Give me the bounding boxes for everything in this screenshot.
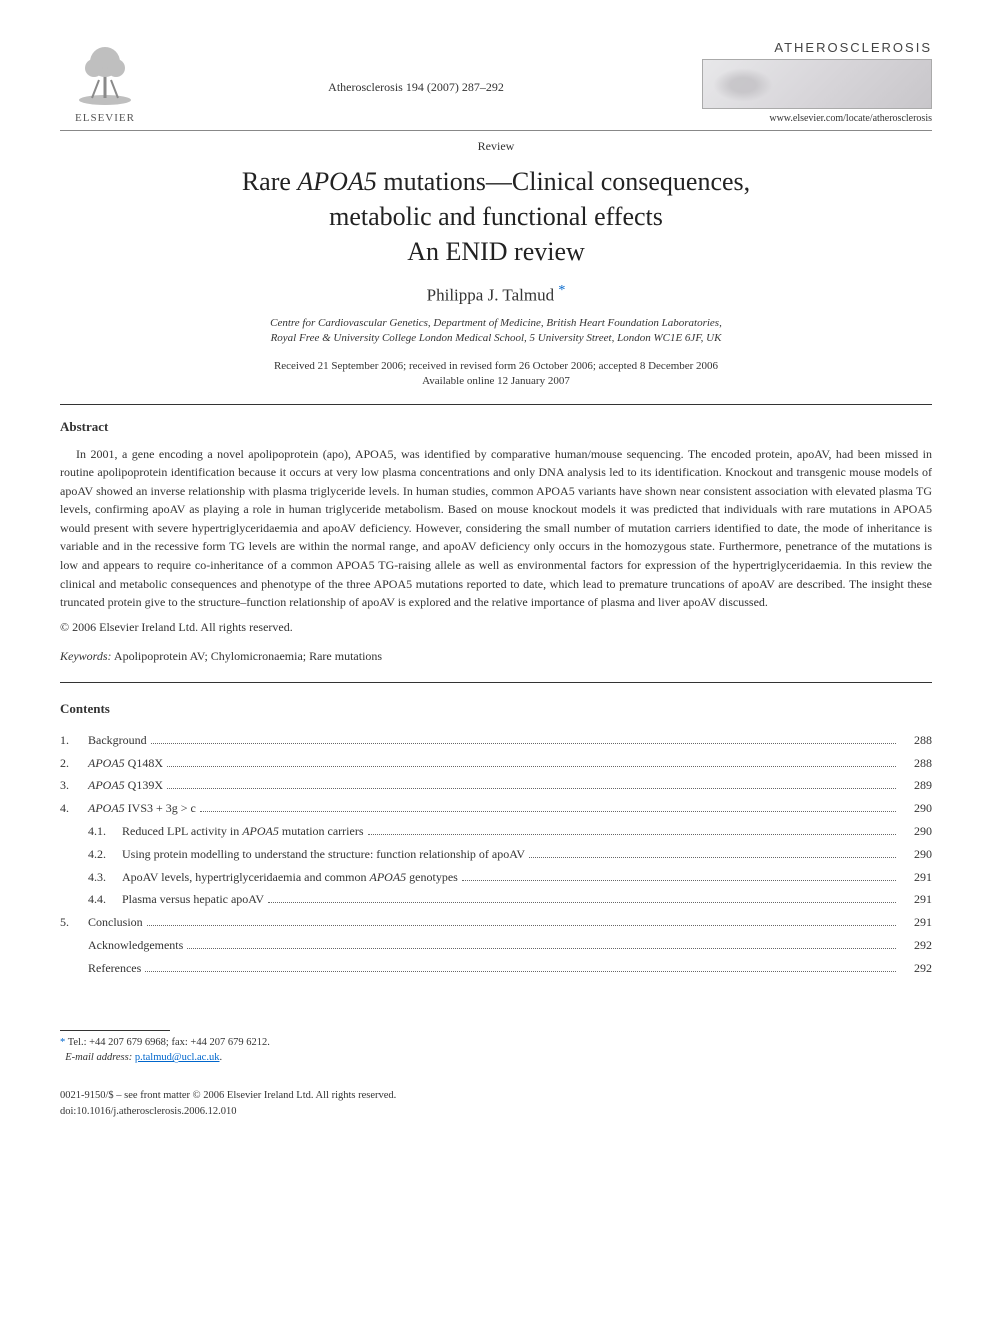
table-of-contents: 1.Background2882.APOA5 Q148X2883.APOA5 Q… (60, 729, 932, 980)
journal-block: ATHEROSCLEROSIS www.elsevier.com/locate/… (682, 40, 932, 124)
toc-row[interactable]: 2.APOA5 Q148X 288 (60, 752, 932, 775)
toc-row[interactable]: 4.3.ApoAV levels, hypertriglyceridaemia … (60, 866, 932, 889)
elsevier-tree-icon (70, 40, 140, 110)
doi-line: doi:10.1016/j.atherosclerosis.2006.12.01… (60, 1104, 932, 1120)
toc-number: 4. (60, 797, 88, 820)
corresponding-footnote: * Tel.: +44 207 679 6968; fax: +44 207 6… (60, 1035, 932, 1067)
toc-label: References (88, 957, 141, 980)
keywords-label: Keywords: (60, 649, 112, 663)
toc-label: Background (88, 729, 147, 752)
toc-page: 290 (900, 820, 932, 843)
toc-number: 5. (60, 911, 88, 934)
keywords-text: Apolipoprotein AV; Chylomicronaemia; Rar… (114, 649, 382, 663)
toc-row[interactable]: 4.1.Reduced LPL activity in APOA5 mutati… (60, 820, 932, 843)
toc-page: 291 (900, 888, 932, 911)
toc-row[interactable]: 4.APOA5 IVS3 + 3g > c 290 (60, 797, 932, 820)
toc-row[interactable]: 5.Conclusion 291 (60, 911, 932, 934)
toc-leader-dots (167, 788, 896, 789)
toc-label: Conclusion (88, 911, 143, 934)
toc-leader-dots (368, 834, 897, 835)
toc-number: 4.4. (88, 888, 122, 911)
title-line1: Rare APOA5 mutations—Clinical consequenc… (242, 167, 750, 196)
author-email-link[interactable]: p.talmud@ucl.ac.uk (135, 1052, 220, 1063)
toc-page: 292 (900, 934, 932, 957)
article-dates: Received 21 September 2006; received in … (60, 359, 932, 390)
toc-label: APOA5 Q139X (88, 774, 163, 797)
toc-page: 292 (900, 957, 932, 980)
toc-label: APOA5 Q148X (88, 752, 163, 775)
toc-leader-dots (145, 971, 896, 972)
toc-row[interactable]: References 292 (60, 957, 932, 980)
toc-row[interactable]: 4.2.Using protein modelling to understan… (60, 843, 932, 866)
toc-number: 2. (60, 752, 88, 775)
toc-leader-dots (167, 766, 896, 767)
contents-heading: Contents (60, 701, 932, 717)
toc-leader-dots (151, 743, 896, 744)
email-label: E-mail address: (65, 1052, 132, 1063)
toc-number: 3. (60, 774, 88, 797)
title-line2: metabolic and functional effects (329, 202, 663, 231)
toc-label: ApoAV levels, hypertriglyceridaemia and … (122, 866, 458, 889)
publisher-logo: ELSEVIER (60, 40, 150, 124)
article-title: Rare APOA5 mutations—Clinical consequenc… (60, 164, 932, 269)
toc-leader-dots (147, 925, 896, 926)
footnote-rule (60, 1030, 170, 1031)
abstract-top-rule (60, 404, 932, 405)
toc-row[interactable]: Acknowledgements 292 (60, 934, 932, 957)
toc-page: 291 (900, 866, 932, 889)
author-line: Philippa J. Talmud * (60, 283, 932, 306)
affiliation: Centre for Cardiovascular Genetics, Depa… (60, 316, 932, 347)
toc-label: Reduced LPL activity in APOA5 mutation c… (122, 820, 364, 843)
toc-page: 290 (900, 797, 932, 820)
toc-leader-dots (200, 811, 896, 812)
toc-number: 4.1. (88, 820, 122, 843)
toc-number: 4.2. (88, 843, 122, 866)
toc-leader-dots (268, 902, 896, 903)
toc-page: 289 (900, 774, 932, 797)
toc-row[interactable]: 4.4.Plasma versus hepatic apoAV 291 (60, 888, 932, 911)
issn-line: 0021-9150/$ – see front matter © 2006 El… (60, 1088, 932, 1104)
abstract-heading: Abstract (60, 419, 932, 435)
toc-row[interactable]: 1.Background 288 (60, 729, 932, 752)
page-footer: 0021-9150/$ – see front matter © 2006 El… (60, 1088, 932, 1120)
abstract-bottom-rule (60, 682, 932, 683)
title-line3: An ENID review (407, 237, 585, 266)
toc-row[interactable]: 3.APOA5 Q139X 289 (60, 774, 932, 797)
toc-label: Acknowledgements (88, 934, 183, 957)
toc-leader-dots (529, 857, 896, 858)
toc-leader-dots (187, 948, 896, 949)
toc-leader-dots (462, 880, 896, 881)
footnote-tel: Tel.: +44 207 679 6968; fax: +44 207 679… (68, 1037, 270, 1048)
toc-number: 4.3. (88, 866, 122, 889)
toc-page: 290 (900, 843, 932, 866)
toc-page: 288 (900, 752, 932, 775)
page-header: ELSEVIER Atherosclerosis 194 (2007) 287–… (60, 40, 932, 124)
toc-page: 291 (900, 911, 932, 934)
citation-line: Atherosclerosis 194 (2007) 287–292 (150, 40, 682, 95)
author-name: Philippa J. Talmud (427, 286, 554, 305)
toc-page: 288 (900, 729, 932, 752)
abstract-body: In 2001, a gene encoding a novel apolipo… (60, 445, 932, 612)
header-rule (60, 130, 932, 131)
keywords-line: Keywords: Apolipoprotein AV; Chylomicron… (60, 649, 932, 664)
publisher-logo-text: ELSEVIER (75, 112, 135, 124)
toc-label: Using protein modelling to understand th… (122, 843, 525, 866)
toc-label: APOA5 IVS3 + 3g > c (88, 797, 196, 820)
abstract-text: In 2001, a gene encoding a novel apolipo… (60, 445, 932, 612)
abstract-copyright: © 2006 Elsevier Ireland Ltd. All rights … (60, 620, 932, 635)
journal-cover-art (702, 59, 932, 109)
journal-name: ATHEROSCLEROSIS (682, 40, 932, 55)
journal-url[interactable]: www.elsevier.com/locate/atherosclerosis (682, 113, 932, 124)
toc-label: Plasma versus hepatic apoAV (122, 888, 264, 911)
footnote-mark: * (60, 1037, 65, 1048)
article-type: Review (60, 139, 932, 154)
corresponding-mark[interactable]: * (558, 283, 565, 298)
toc-number: 1. (60, 729, 88, 752)
